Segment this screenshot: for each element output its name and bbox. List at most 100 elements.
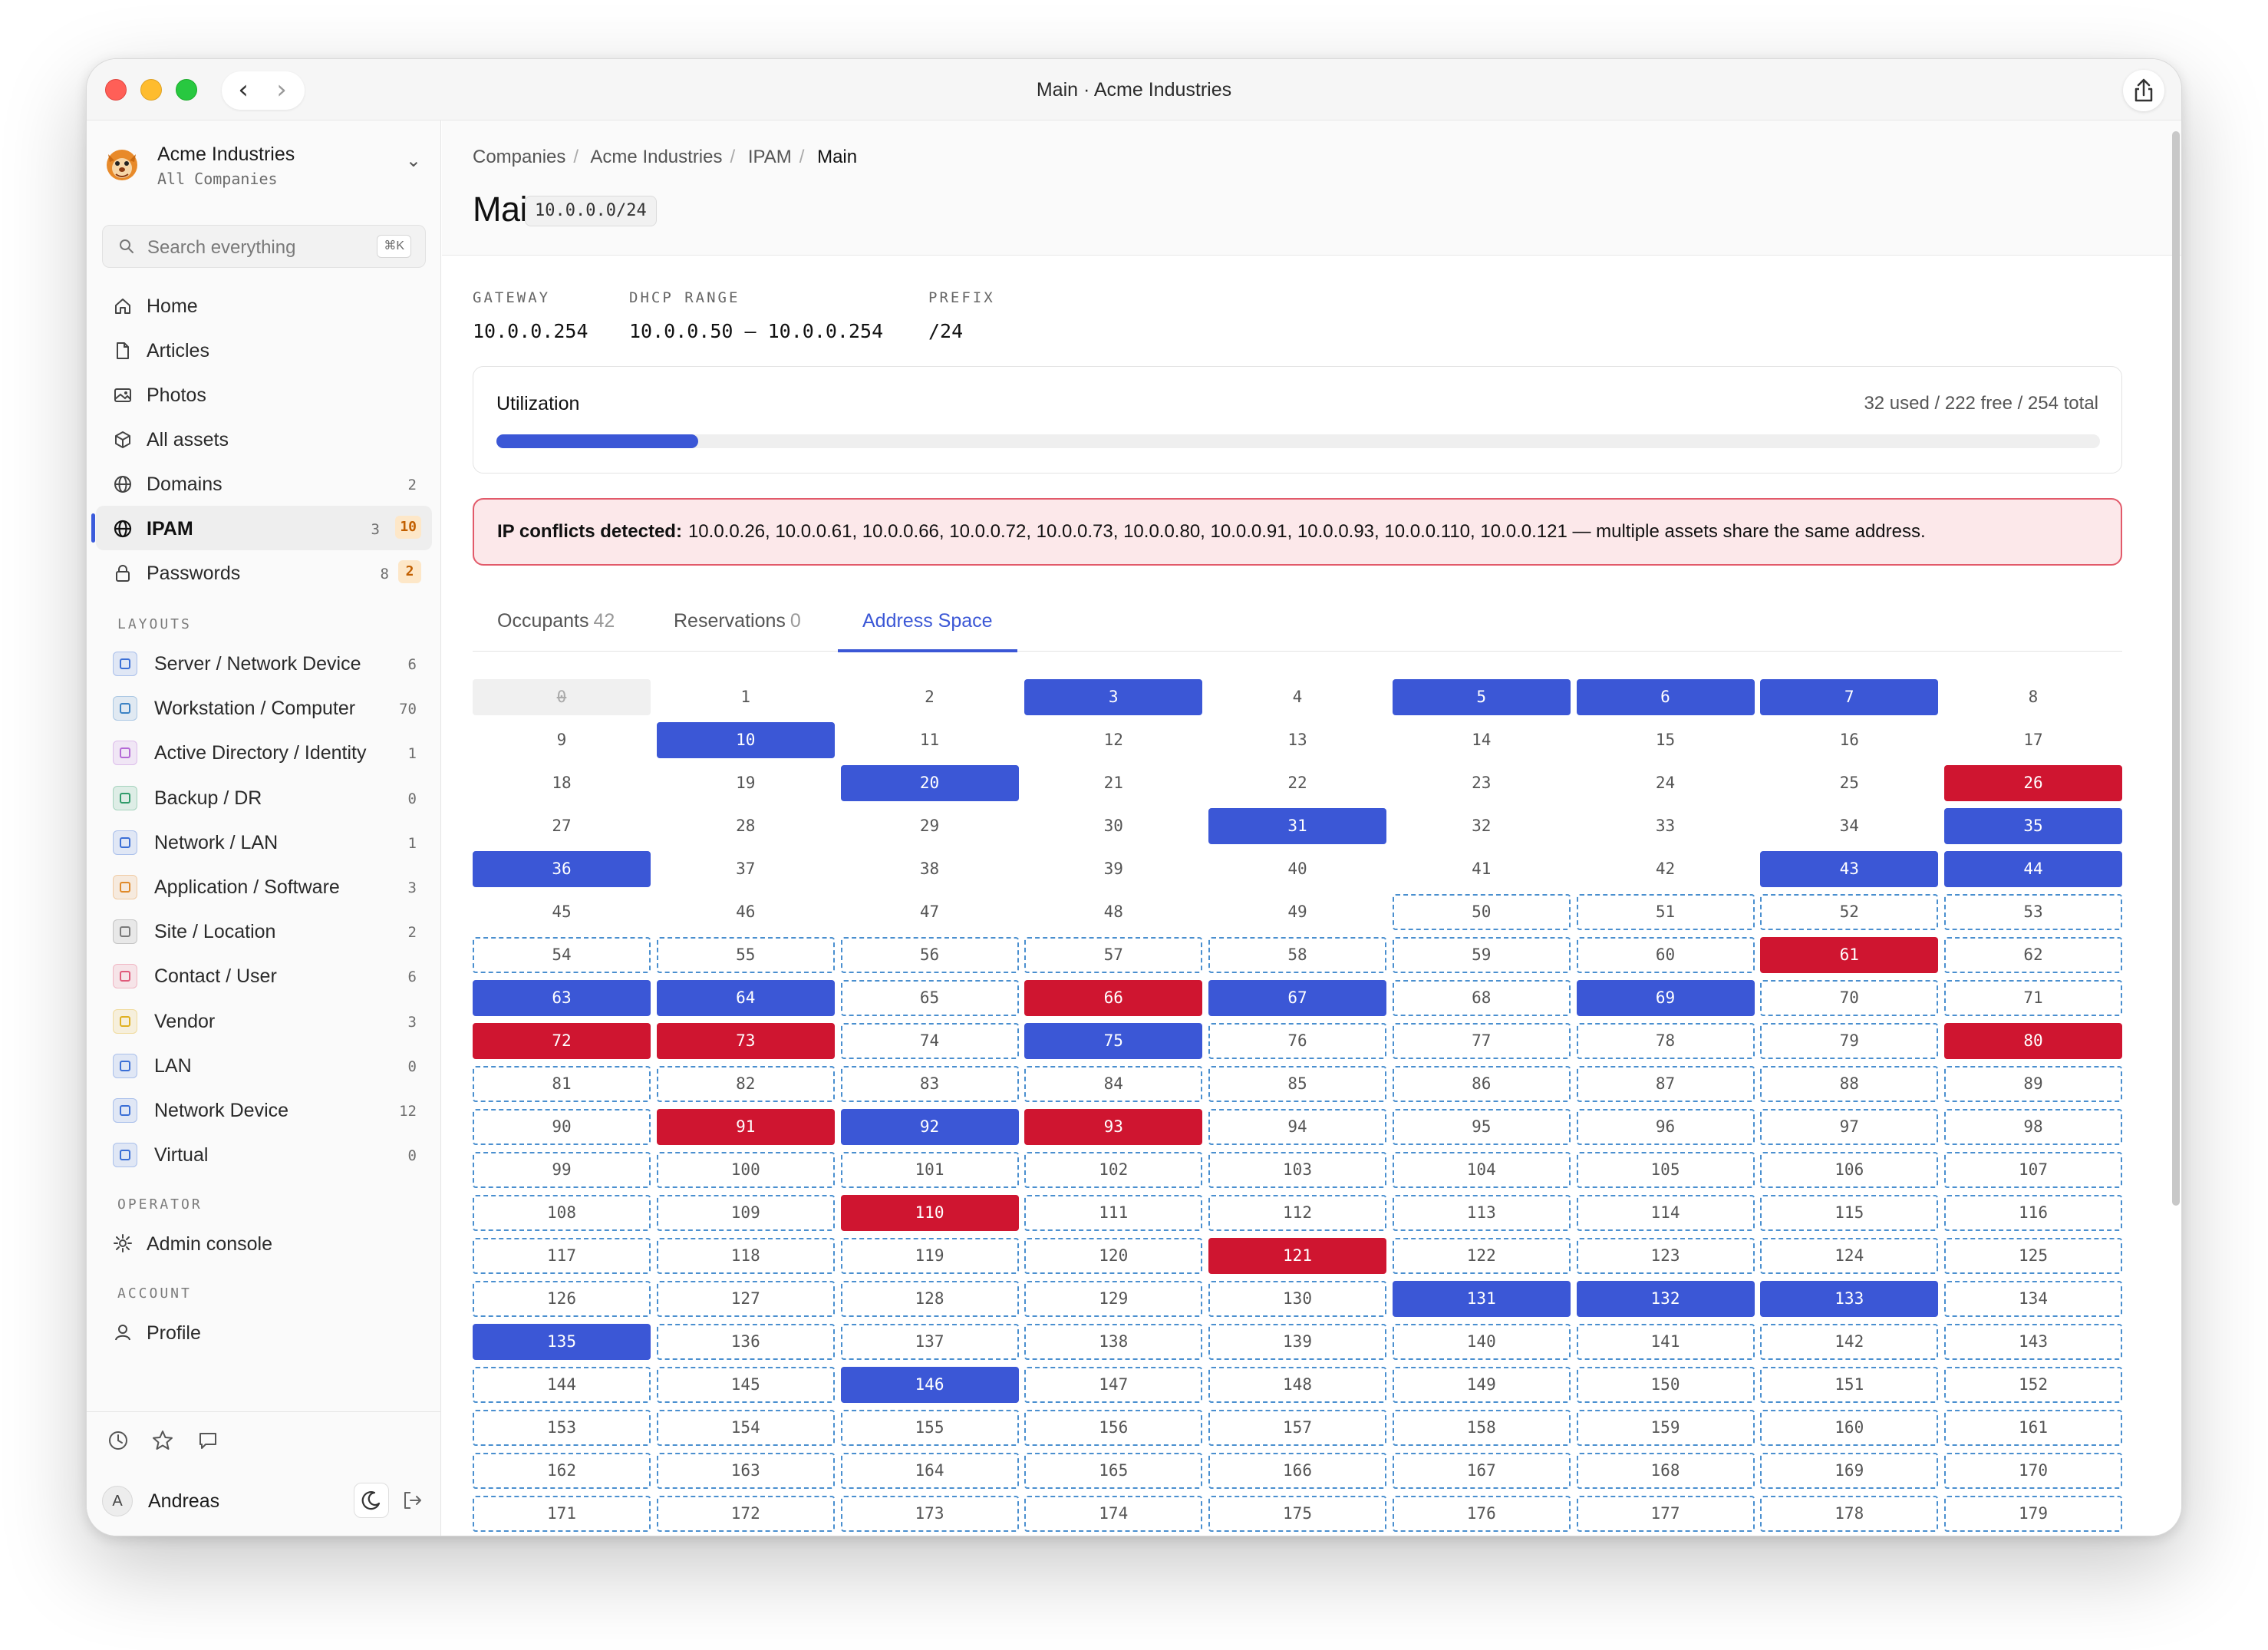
ip-cell-free[interactable]: 134 [1944,1281,2122,1317]
nav-item-ipam[interactable]: IPAM 3 10 [91,506,432,550]
forward-button[interactable]: › [276,74,287,105]
layout-item[interactable]: Backup / DR 0 [96,775,432,820]
ip-cell-free[interactable]: 141 [1576,1324,1755,1360]
ip-cell-free[interactable]: 151 [1760,1367,1939,1403]
ip-cell-free[interactable]: 127 [656,1281,835,1317]
ip-cell-free[interactable]: 21 [1103,774,1123,792]
ip-cell-free[interactable]: 57 [1024,937,1203,973]
ip-cell-free[interactable]: 99 [473,1152,651,1188]
org-switcher[interactable]: Acme Industries All Companies ⌄ [102,136,424,191]
ip-cell-conflict[interactable]: 91 [656,1109,835,1145]
ip-cell-free[interactable]: 85 [1208,1066,1386,1102]
nav-item-articles[interactable]: Articles [96,328,432,372]
ip-cell-used[interactable]: 69 [1576,980,1755,1016]
ip-cell-free[interactable]: 42 [1655,860,1676,878]
ip-cell-free[interactable]: 9 [556,731,567,749]
layout-item[interactable]: Application / Software 3 [96,864,432,909]
layout-item[interactable]: Contact / User 6 [96,953,432,998]
ip-cell-free[interactable]: 96 [1576,1109,1755,1145]
ip-cell-free[interactable]: 179 [1944,1496,2122,1532]
ip-cell-free[interactable]: 102 [1024,1152,1203,1188]
ip-cell-free[interactable]: 53 [1944,894,2122,930]
layout-item[interactable]: Vendor 3 [96,998,432,1043]
ip-cell-free[interactable]: 115 [1760,1195,1939,1231]
ip-cell-free[interactable]: 174 [1024,1496,1203,1532]
scrollbar[interactable] [2172,131,2180,1206]
ip-cell-used[interactable]: 31 [1208,808,1386,844]
ip-cell-free[interactable]: 68 [1392,980,1571,1016]
nav-item-passwords[interactable]: Passwords 8 2 [96,550,432,595]
ip-cell-free[interactable]: 166 [1208,1453,1386,1489]
ip-cell-free[interactable]: 41 [1472,860,1492,878]
nav-item-profile[interactable]: Profile [96,1310,432,1355]
ip-cell-free[interactable]: 144 [473,1367,651,1403]
ip-cell-used[interactable]: 132 [1576,1281,1755,1317]
ip-cell-free[interactable]: 112 [1208,1195,1386,1231]
ip-cell-free[interactable]: 109 [656,1195,835,1231]
ip-cell-free[interactable]: 37 [736,860,756,878]
ip-cell-free[interactable]: 32 [1472,817,1492,835]
ip-cell-free[interactable]: 12 [1103,731,1123,749]
ip-cell-used[interactable]: 5 [1392,679,1571,715]
ip-cell-free[interactable]: 105 [1576,1152,1755,1188]
ip-cell-free[interactable]: 108 [473,1195,651,1231]
ip-cell-free[interactable]: 79 [1760,1023,1939,1059]
ip-cell-free[interactable]: 76 [1208,1023,1386,1059]
ip-cell-free[interactable]: 19 [736,774,756,792]
ip-cell-free[interactable]: 150 [1576,1367,1755,1403]
ip-cell-free[interactable]: 40 [1287,860,1307,878]
ip-cell-free[interactable]: 171 [473,1496,651,1532]
ip-cell-free[interactable]: 167 [1392,1453,1571,1489]
ip-cell-free[interactable]: 162 [473,1453,651,1489]
ip-cell-free[interactable]: 155 [840,1410,1019,1446]
ip-cell-free[interactable]: 58 [1208,937,1386,973]
ip-cell-used[interactable]: 36 [473,851,651,887]
ip-cell-free[interactable]: 164 [840,1453,1019,1489]
ip-cell-free[interactable]: 95 [1392,1109,1571,1145]
ip-cell-free[interactable]: 154 [656,1410,835,1446]
ip-cell-free[interactable]: 129 [1024,1281,1203,1317]
ip-cell-used[interactable]: 63 [473,980,651,1016]
nav-item-home[interactable]: Home [96,283,432,328]
breadcrumb-company[interactable]: Acme Industries [590,147,723,167]
ip-cell-free[interactable]: 172 [656,1496,835,1532]
layout-item[interactable]: Virtual 0 [96,1132,432,1176]
ip-cell-free[interactable]: 22 [1287,774,1307,792]
ip-cell-used[interactable]: 75 [1024,1023,1203,1059]
ip-cell-free[interactable]: 128 [840,1281,1019,1317]
ip-cell-conflict[interactable]: 26 [1944,765,2122,801]
ip-cell-free[interactable]: 126 [473,1281,651,1317]
zoom-window-button[interactable] [176,79,197,101]
layout-item[interactable]: Network Device 12 [96,1087,432,1132]
layout-item[interactable]: Network / LAN 1 [96,820,432,864]
ip-cell-free[interactable]: 81 [473,1066,651,1102]
ip-cell-free[interactable]: 39 [1103,860,1123,878]
ip-cell-free[interactable]: 177 [1576,1496,1755,1532]
ip-cell-free[interactable]: 47 [919,903,940,921]
ip-cell-free[interactable]: 139 [1208,1324,1386,1360]
ip-cell-conflict[interactable]: 66 [1024,980,1203,1016]
ip-cell-free[interactable]: 14 [1472,731,1492,749]
ip-cell-free[interactable]: 100 [656,1152,835,1188]
ip-cell-free[interactable]: 111 [1024,1195,1203,1231]
layout-item[interactable]: Workstation / Computer 70 [96,685,432,730]
ip-cell-used[interactable]: 7 [1760,679,1939,715]
ip-cell-free[interactable]: 178 [1760,1496,1939,1532]
ip-cell-free[interactable]: 147 [1024,1367,1203,1403]
ip-cell-conflict[interactable]: 110 [840,1195,1019,1231]
history-icon[interactable] [107,1429,130,1452]
ip-cell-free[interactable]: 97 [1760,1109,1939,1145]
ip-cell-free[interactable]: 161 [1944,1410,2122,1446]
layout-item[interactable]: Site / Location 2 [96,909,432,953]
ip-cell-free[interactable]: 49 [1287,903,1307,921]
ip-cell-free[interactable]: 175 [1208,1496,1386,1532]
ip-cell-used[interactable]: 133 [1760,1281,1939,1317]
ip-cell-free[interactable]: 122 [1392,1238,1571,1274]
ip-cell-conflict[interactable]: 121 [1208,1238,1386,1274]
ip-cell-free[interactable]: 173 [840,1496,1019,1532]
ip-cell-free[interactable]: 163 [656,1453,835,1489]
ip-cell-free[interactable]: 101 [840,1152,1019,1188]
ip-cell-conflict[interactable]: 93 [1024,1109,1203,1145]
layout-item[interactable]: Active Directory / Identity 1 [96,730,432,774]
ip-cell-conflict[interactable]: 73 [656,1023,835,1059]
